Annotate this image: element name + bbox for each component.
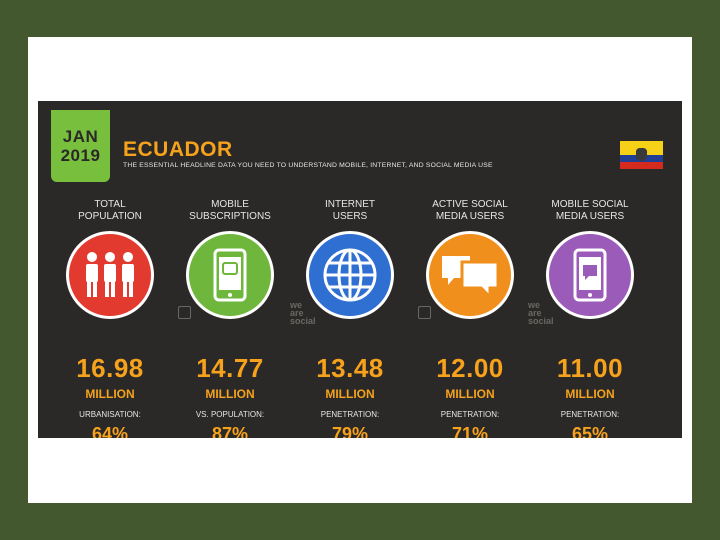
mobile-chat-icon	[573, 248, 607, 302]
stat-value: 12.00	[436, 353, 504, 383]
stat-metric-label: PENETRATION:	[560, 410, 620, 419]
speech-bubbles-icon	[442, 256, 500, 300]
stat-percent: 65%	[571, 424, 609, 438]
stat-metric-label: PENETRATION:	[320, 410, 380, 419]
watermark-logo-icon	[178, 306, 191, 319]
stat-unit: MILLION	[565, 387, 615, 401]
ecuador-flag-icon	[620, 141, 663, 169]
stat-value: 16.98	[76, 353, 144, 383]
stat-value: 13.48	[316, 353, 384, 383]
stat-metric-label: vs. POPULATION:	[195, 410, 265, 419]
stat-total-population: TOTAL POPULATION 16.98 MILLION URBANISATI…	[51, 199, 169, 438]
stat-value: 11.00	[556, 353, 624, 383]
stat-mobile-subscriptions: MOBILE SUBSCRIPTIONS 14.77 MILLION vs. PO…	[171, 199, 289, 438]
stat-icon-circle	[66, 231, 154, 319]
coat-of-arms-icon	[636, 148, 647, 161]
stat-internet-users: INTERNET USERS 13.48 MILLION PENETRATION:…	[291, 199, 409, 438]
stat-icon-circle	[546, 231, 634, 319]
page-title: ECUADOR	[123, 138, 233, 161]
date-badge: JAN 2019	[51, 110, 110, 182]
stat-unit: MILLION	[85, 387, 135, 401]
stat-label: INTERNET USERS	[325, 199, 375, 222]
stat-percent: 71%	[451, 424, 489, 438]
infographic-panel: JAN 2019 ECUADOR THE ESSENTIAL HEADLINE …	[38, 101, 682, 438]
stat-metric-label: URBANISATION:	[79, 410, 141, 419]
watermark-text: we are social	[290, 300, 316, 326]
stat-label: ACTIVE SOCIAL MEDIA USERS	[432, 199, 508, 222]
mobile-phone-icon	[213, 248, 247, 302]
stat-percent: 64%	[91, 424, 129, 438]
stat-active-social-media-users: ACTIVE SOCIAL MEDIA USERS 12.00 MILLION P…	[411, 199, 529, 438]
stat-unit: MILLION	[445, 387, 495, 401]
date-year: 2019	[60, 146, 101, 165]
people-icon	[86, 252, 134, 297]
stat-icon-circle	[306, 231, 394, 319]
watermark-text: we are social	[528, 300, 554, 326]
page-subtitle: THE ESSENTIAL HEADLINE DATA YOU NEED TO …	[123, 162, 493, 169]
date-month: JAN	[62, 127, 99, 146]
watermark-logo-icon	[418, 306, 431, 319]
stat-value: 14.77	[196, 353, 264, 383]
stat-metric-label: PENETRATION:	[440, 410, 500, 419]
stat-label: MOBILE SOCIAL MEDIA USERS	[551, 199, 629, 222]
stat-label: MOBILE SUBSCRIPTIONS	[189, 199, 271, 222]
stat-label: TOTAL POPULATION	[78, 199, 142, 222]
globe-icon	[323, 248, 377, 302]
stat-unit: MILLION	[325, 387, 375, 401]
stat-unit: MILLION	[205, 387, 255, 401]
stat-icon-circle	[426, 231, 514, 319]
stat-mobile-social-media-users: MOBILE SOCIAL MEDIA USERS 11.00 MILLION P…	[531, 199, 649, 438]
stat-percent: 87%	[211, 424, 249, 438]
stat-icon-circle	[186, 231, 274, 319]
stat-percent: 79%	[331, 424, 369, 438]
